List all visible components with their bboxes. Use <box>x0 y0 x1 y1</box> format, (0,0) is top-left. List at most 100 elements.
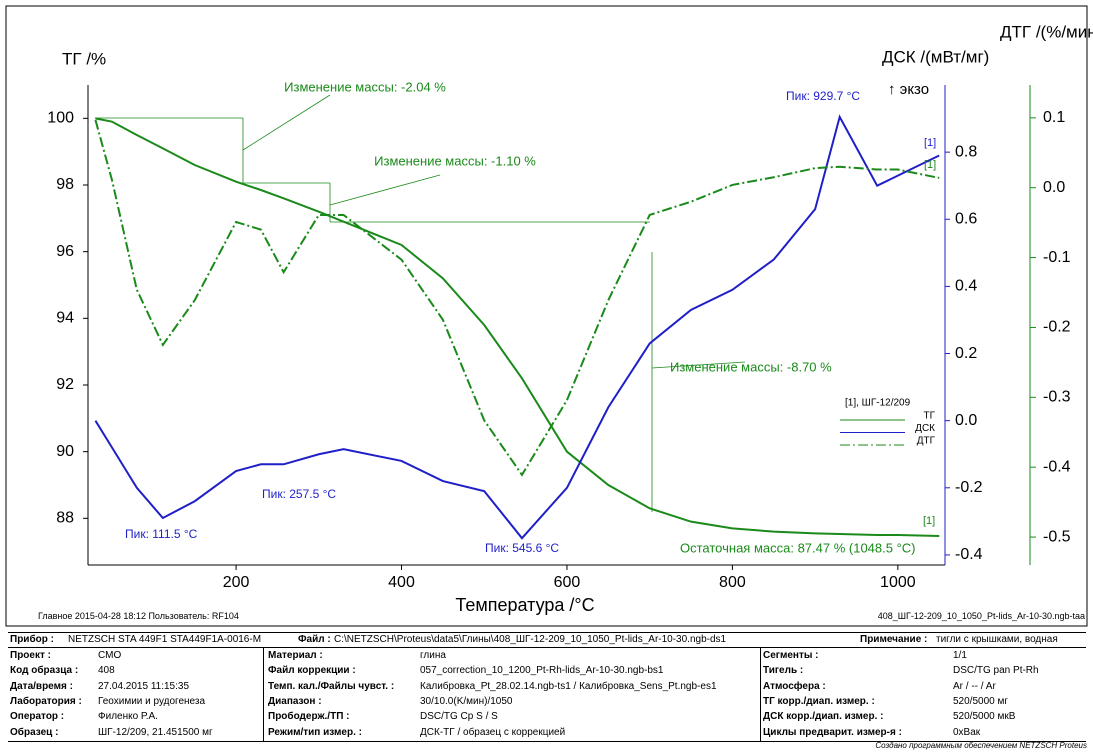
footer-right: 408_ШГ-12-209_10_1050_Pt-lids_Ar-10-30.n… <box>877 611 1085 621</box>
info-value: 30/10.0(K/мин)/1050 <box>420 695 513 707</box>
info-table: Прибор : NETZSCH STA 449F1 STA449F1A-0016… <box>8 632 1086 742</box>
info-label: Тигель : <box>763 665 804 677</box>
info-label: ТГ корр./диап. измер. : <box>763 695 875 707</box>
info-label: Проект : <box>10 650 51 661</box>
info-value: глина <box>420 650 446 661</box>
info-label: Примечание : <box>860 634 928 645</box>
info-label: Прободерж./ТП : <box>268 711 350 723</box>
info-value: СМО <box>98 650 122 661</box>
y-axis-title: ТГ /% <box>62 49 106 68</box>
info-label: Материал : <box>268 650 323 661</box>
info-label: Файл : <box>298 634 331 645</box>
y-tick-label: 100 <box>47 110 74 127</box>
info-value: 520/5000 мг <box>953 695 1009 707</box>
info-label: Лаборатория : <box>10 695 82 707</box>
annotation: Остаточная масса: 87.47 % (1048.5 °C) <box>680 540 916 555</box>
annotation: Изменение массы: -1.10 % <box>374 153 536 168</box>
info-value: Геохимии и рудогенеза <box>98 695 206 707</box>
legend-label: ДТГ <box>917 436 936 447</box>
y3-tick-label: -0.1 <box>1043 249 1071 266</box>
annotation: Пик: 545.6 °C <box>485 541 559 555</box>
legend-title: [1], ШГ-12/209 <box>845 398 911 409</box>
y2-axis-note: ↑ экзо <box>888 81 929 98</box>
y2-axis-title: ДСК /(мВт/мг) <box>882 47 989 66</box>
x-tick-label: 200 <box>223 574 250 591</box>
annotation: [1] <box>924 137 936 149</box>
table-divider <box>760 647 761 741</box>
series-line <box>94 119 940 477</box>
info-value: NETZSCH STA 449F1 STA449F1A-0016-M <box>68 634 262 645</box>
info-value: C:\NETZSCH\Proteus\data5\Глины\408_ШГ-12… <box>334 634 727 645</box>
legend-label: ТГ <box>923 411 935 422</box>
info-value: DSC/TG Cp S / S <box>420 711 498 723</box>
series-line <box>94 114 940 540</box>
info-value: тигли с крышками, водная <box>936 634 1058 645</box>
x-tick-label: 400 <box>388 574 415 591</box>
table-divider <box>263 647 264 741</box>
info-value: Ar / -- / Ar <box>953 680 996 692</box>
info-label: Режим/тип измер. : <box>268 726 362 738</box>
y2-tick-label: 0.6 <box>955 210 977 227</box>
info-value: Калибровка_Pt_28.02.14.ngb-ts1 / Калибро… <box>420 680 717 692</box>
y2-tick-label: 0.0 <box>955 412 977 429</box>
x-axis-title: Температура /°C <box>455 595 594 615</box>
y-tick-label: 90 <box>56 443 74 460</box>
chart-frame <box>5 5 1088 627</box>
info-label: Код образца : <box>10 665 79 677</box>
info-label: Прибор : <box>10 634 54 645</box>
info-label: Дата/время : <box>10 680 73 692</box>
y3-tick-label: -0.4 <box>1043 458 1071 475</box>
info-value: 520/5000 мкВ <box>953 711 1016 723</box>
info-label: Оператор : <box>10 711 65 723</box>
annotation: Пик: 257.5 °C <box>262 487 336 501</box>
annotation: [1] <box>924 159 936 171</box>
y3-tick-label: 0.0 <box>1043 179 1065 196</box>
y3-tick-label: -0.3 <box>1043 389 1071 406</box>
info-value: ДСК-ТГ / образец с коррекцией <box>420 726 566 738</box>
y2-tick-label: 0.8 <box>955 143 977 160</box>
legend-box <box>838 393 938 449</box>
info-label: Диапазон : <box>268 695 322 707</box>
x-tick-label: 600 <box>554 574 581 591</box>
y-tick-label: 98 <box>56 176 74 193</box>
y-tick-label: 88 <box>56 510 74 527</box>
info-value: 1/1 <box>953 650 967 661</box>
info-value: 0xВак <box>953 726 981 738</box>
legend-label: ДСК <box>915 423 935 434</box>
info-label: Циклы предварит. измер-я : <box>763 726 902 738</box>
info-value: 057_correction_10_1200_Pt-Rh-lids_Ar-10-… <box>420 665 664 677</box>
info-value: ШГ-12/209, 21.451500 мг <box>98 726 213 738</box>
y3-tick-label: -0.2 <box>1043 319 1071 336</box>
footer-left: Главное 2015-04-28 18:12 Пользователь: R… <box>38 611 239 621</box>
y2-tick-label: 0.4 <box>955 278 977 295</box>
info-label: Атмосфера : <box>763 680 826 692</box>
y-tick-label: 94 <box>56 310 74 327</box>
footer-credit: Создано программным обеспечением NETZSCH… <box>875 741 1087 750</box>
info-label: Темп. кал./Файлы чувст. : <box>268 680 395 692</box>
y2-tick-label: -0.4 <box>955 546 983 563</box>
info-value: 408 <box>98 665 115 677</box>
annotation: Пик: 929.7 °C <box>786 89 860 103</box>
y-tick-label: 96 <box>56 243 74 260</box>
x-tick-label: 1000 <box>880 574 916 591</box>
info-label: Образец : <box>10 726 59 738</box>
info-value: 27.04.2015 11:15:35 <box>98 680 190 692</box>
y3-tick-label: -0.5 <box>1043 528 1071 545</box>
x-tick-label: 800 <box>719 574 746 591</box>
annotation: Изменение массы: -8.70 % <box>670 359 832 374</box>
series-line <box>95 117 940 537</box>
annotation: Изменение массы: -2.04 % <box>284 79 446 94</box>
info-label: ДСК корр./диап. измер. : <box>763 711 884 723</box>
y3-tick-label: 0.1 <box>1043 109 1065 126</box>
info-label: Файл коррекции : <box>268 665 356 677</box>
y3-axis-title: ДТГ /(%/мин) <box>1000 22 1093 41</box>
y2-tick-label: 0.2 <box>955 345 977 362</box>
mass-change-brackets <box>95 94 746 512</box>
info-value: Филенко Р.А. <box>98 711 158 723</box>
info-label: Сегменты : <box>763 650 819 661</box>
y2-tick-label: -0.2 <box>955 479 983 496</box>
annotation: [1] <box>923 515 935 527</box>
